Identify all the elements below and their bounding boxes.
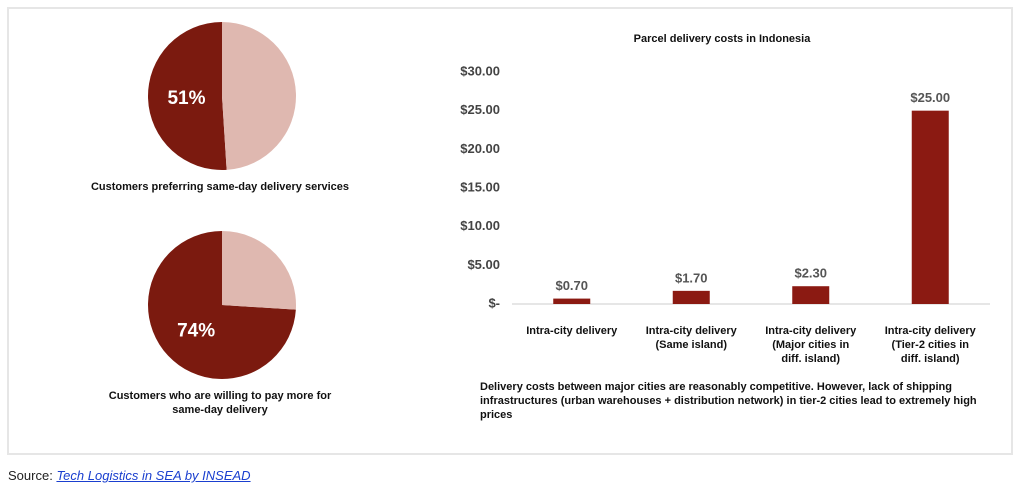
chart-title: Parcel delivery costs in Indonesia bbox=[634, 33, 812, 45]
bar-value-label: $2.30 bbox=[794, 266, 827, 281]
chart-note: Delivery costs between major cities are … bbox=[480, 381, 977, 421]
x-tick-label: Intra-city delivery bbox=[526, 325, 618, 337]
chart-frame bbox=[7, 7, 1013, 455]
y-tick-label: $15.00 bbox=[460, 179, 500, 194]
x-tick-label: Intra-city delivery (Same island) bbox=[645, 325, 737, 351]
y-tick-label: $30.00 bbox=[460, 63, 500, 78]
x-tick-label: Intra-city delivery (Major cities in dif… bbox=[765, 325, 857, 365]
bar bbox=[553, 298, 591, 304]
bar-value-label: $0.70 bbox=[555, 278, 588, 293]
pie-caption: Customers preferring same-day delivery s… bbox=[90, 181, 350, 193]
bar bbox=[792, 286, 830, 304]
bar-value-label: $25.00 bbox=[910, 90, 950, 105]
y-tick-label: $20.00 bbox=[460, 141, 500, 156]
pie-slice bbox=[148, 22, 227, 170]
y-tick-label: $5.00 bbox=[467, 257, 500, 272]
source-label: Source: bbox=[8, 468, 53, 483]
y-tick-label: $- bbox=[488, 295, 500, 310]
bar bbox=[911, 110, 949, 305]
pie-value-label: 51% bbox=[167, 88, 205, 109]
y-tick-label: $25.00 bbox=[460, 102, 500, 117]
pie-slice bbox=[222, 22, 297, 170]
x-tick-label: Intra-city delivery (Tier-2 cities in di… bbox=[884, 325, 976, 365]
source: Source: Tech Logistics in SEA by INSEAD bbox=[8, 468, 251, 483]
bar bbox=[672, 290, 710, 304]
pie-value-label: 74% bbox=[177, 320, 215, 341]
pie-caption: Customers who are willing to pay more fo… bbox=[108, 390, 332, 416]
source-link[interactable]: Tech Logistics in SEA by INSEAD bbox=[56, 468, 251, 483]
bar-value-label: $1.70 bbox=[675, 270, 708, 285]
pie-slice bbox=[222, 231, 296, 310]
pie-slice bbox=[148, 231, 296, 380]
y-tick-label: $10.00 bbox=[460, 218, 500, 233]
